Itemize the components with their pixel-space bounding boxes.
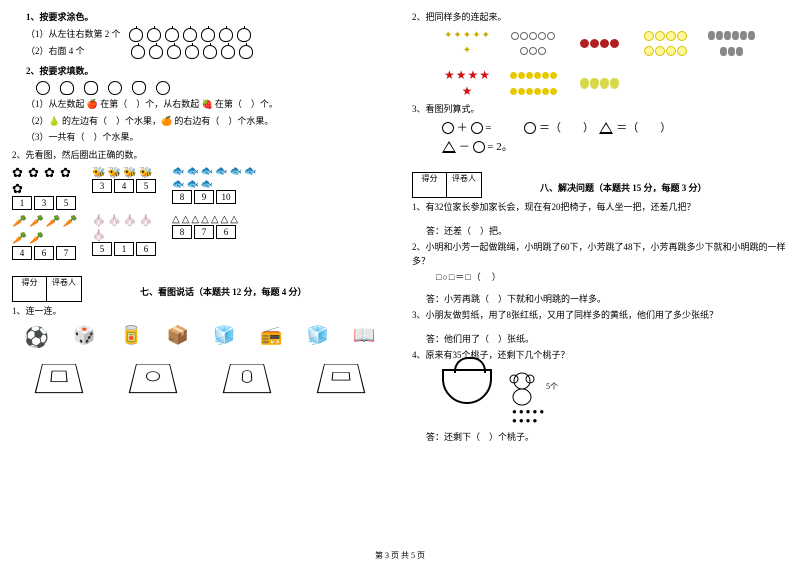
numbox: 8 [172,225,192,239]
numbox: 10 [216,190,236,204]
fruit-row [12,81,388,95]
item-radio: 📻 [260,325,282,350]
numbox: 3 [92,179,112,193]
numbox: 5 [56,196,76,210]
sec7-q1: 1、连一连。 [12,305,388,319]
cluster-redball [574,29,624,59]
item-cube2: 🧊 [307,325,329,350]
r-q2-title: 2、把同样多的连起来。 [412,11,788,25]
apple-row-1 [129,28,251,42]
section-8-title: 八、解决问题（本题共 15 分，每题 3 分） [540,181,707,194]
cluster-duck [508,69,558,99]
numbox: 7 [56,246,76,260]
bees: 🐝🐝🐝🐝 [92,166,162,179]
numbox: 1 [114,242,134,256]
eq2: － = 2。 [442,138,788,154]
triangles: △△△△△△△ [172,214,242,225]
q2b-title: 2、先看图，然后圈出正确的数。 [12,149,388,163]
numbox: 6 [34,246,54,260]
picture-grid-row1: ✿✿✿✿✿ 1 3 5 🐝🐝🐝🐝 3 4 5 🐟🐟🐟🐟🐟🐟🐟🐟🐟 [12,166,388,210]
apple-row-2 [131,45,253,59]
numbox: 4 [12,246,32,260]
p1-ans: 答：还差（ ）把。 [412,225,788,239]
radishes: 🥕🥕🥕🥕🥕🥕 [12,214,82,246]
numbox: 6 [136,242,156,256]
grader-label: 评卷人 [47,277,81,301]
eq1: ＋ = ＝（ ） ＝（ ） [442,119,788,135]
item-book: 📖 [353,325,375,350]
numbox: 8 [172,190,192,204]
item-cube: 🧊 [213,325,235,350]
numbox: 5 [92,242,112,256]
score-label: 得分 [413,173,447,197]
cluster-coin [508,29,558,59]
p4-ans: 答：还剩下（ ）个桃子。 [412,431,788,445]
cluster-pear [574,69,624,99]
item-dice: 🎲 [73,325,95,350]
q1-1-text: （1）从左往右数第 2 个 [26,28,121,42]
score-label: 得分 [13,277,47,301]
flowers: ✿✿✿✿✿ [12,166,82,196]
garlics: 🧄🧄🧄🧄🧄 [92,214,162,242]
numbox: 4 [114,179,134,193]
item-box: 📦 [167,325,189,350]
numbox: 1 [12,196,32,210]
item-can: 🥫 [120,325,142,350]
p2-ans: 答：小芳再跳（ ）下就和小明跳的一样多。 [412,293,788,307]
grader-label: 评卷人 [447,173,481,197]
p2: 2、小明和小芳一起做跳绳，小明跳了60下，小芳跳了48下，小芳再跳多少下就和小明… [412,241,788,268]
numbox: 3 [34,196,54,210]
p3-ans: 答：他们用了（ ）张纸。 [412,333,788,347]
cluster-star4: ✦✦✦✦✦✦ [442,29,492,59]
numbox: 6 [216,225,236,239]
clusters: ✦✦✦✦✦✦ ★★★★★ [442,29,788,99]
p1: 1、有32位家长参加家长会，现在有20把椅子，每人坐一把，还差几把？ [412,201,788,215]
peach-dots: ● ● ● ● ●● ● ● ● [512,407,788,425]
fish: 🐟🐟🐟🐟🐟🐟🐟🐟🐟 [172,166,262,190]
q1-title: 1、按要求涂色。 [12,11,388,25]
cluster-smiley [640,29,690,59]
p3: 3、小朋友做剪纸，用了8张红纸，又用了同样多的黄纸，他们用了多少张纸？ [412,309,788,323]
monkey-icon [502,367,542,407]
q2-3: （3）一共有（ ）个水果。 [12,131,388,145]
q2-1: （1）从左数起 🍎 在第（ ）个，从右数起 🍓 在第（ ）个。 [12,98,388,112]
item-ball: ⚽ [24,325,49,350]
numbox: 9 [194,190,214,204]
p4-side: 5个 [546,381,558,392]
numbox: 5 [136,179,156,193]
p2-eq: □○□＝□（ ） [412,271,788,285]
numbox: 7 [194,225,214,239]
basket-icon [442,369,492,404]
score-table-r: 得分 评卷人 [412,172,482,198]
page-footer: 第 3 页 共 5 页 [0,550,800,561]
cluster-redstar: ★★★★★ [442,69,492,99]
score-table: 得分 评卷人 [12,276,82,302]
items-row: ⚽ 🎲 🥫 📦 🧊 📻 🧊 📖 [12,325,388,350]
picture-grid-row2: 🥕🥕🥕🥕🥕🥕 4 6 7 🧄🧄🧄🧄🧄 5 1 6 △△△△△△△ [12,214,388,260]
shape-row [12,356,388,396]
q2-2: （2）🍐 的左边有（ ）个水果，🍊 的右边有（ ）个水果。 [12,115,388,129]
cluster-grayblob [706,29,756,59]
r-q3-title: 3、看图列算式。 [412,103,788,117]
q2-title: 2、按要求填数。 [12,65,388,79]
section-7-title: 七、看图说话（本题共 12 分，每题 4 分） [140,285,307,298]
q1-2-text: （2）右面 4 个 [26,45,85,59]
